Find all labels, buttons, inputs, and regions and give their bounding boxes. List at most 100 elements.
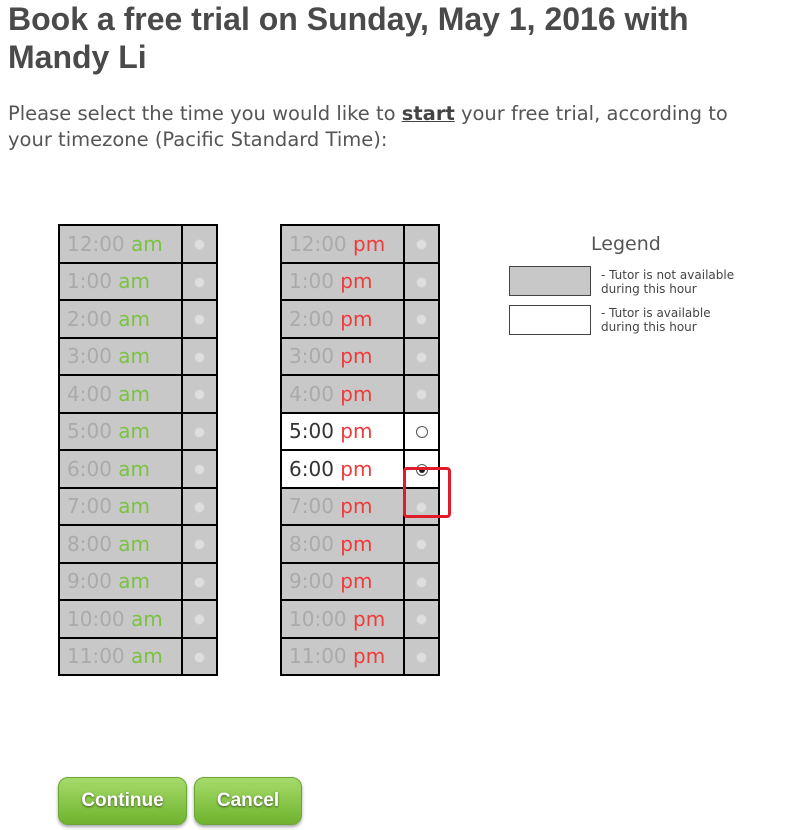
- continue-button[interactable]: Continue: [58, 777, 187, 825]
- meridiem-label: am: [131, 606, 163, 631]
- time-value: 12:00: [289, 231, 347, 256]
- radio-button: [194, 314, 205, 326]
- time-slot-radio-cell: [403, 224, 440, 264]
- legend-text-available: - Tutor is available during this hour: [601, 306, 761, 334]
- radio-button: [194, 351, 205, 363]
- meridiem-label: pm: [340, 269, 373, 294]
- time-value: 9:00: [289, 569, 334, 594]
- radio-button: [194, 276, 205, 288]
- time-slot-row: 2:00 pm: [280, 299, 440, 339]
- time-slot-row: 10:00 am: [58, 599, 218, 639]
- time-slot-row: 7:00 am: [58, 486, 218, 526]
- time-slot-radio-cell: [181, 336, 218, 376]
- time-slot-radio-cell: [181, 599, 218, 639]
- time-slot-radio-cell: [403, 411, 440, 451]
- time-value: 7:00: [289, 494, 334, 519]
- radio-button: [194, 389, 205, 401]
- time-value: 6:00: [289, 456, 334, 481]
- time-slot-row: 4:00 pm: [280, 374, 440, 414]
- meridiem-label: am: [118, 344, 151, 369]
- radio-button: [194, 426, 205, 438]
- time-slot-label: 12:00 pm: [280, 224, 405, 264]
- time-slot-radio-cell: [181, 449, 218, 489]
- time-slot-label: 10:00 am: [58, 599, 183, 639]
- time-value: 10:00: [289, 606, 347, 631]
- time-slot-radio-cell: [181, 411, 218, 451]
- instructions-timezone: your timezone (Pacific Standard Time):: [8, 128, 388, 151]
- radio-button: [416, 389, 427, 401]
- time-slot-radio-cell: [403, 524, 440, 564]
- time-value: 5:00: [67, 419, 112, 444]
- meridiem-label: pm: [340, 531, 373, 556]
- time-slot-row: 10:00 pm: [280, 599, 440, 639]
- time-slot-radio-cell: [181, 224, 218, 264]
- selection-highlight: [403, 467, 451, 518]
- radio-button: [194, 239, 205, 251]
- time-value: 5:00: [289, 419, 334, 444]
- legend-not-available-line1: - Tutor is not available: [601, 268, 735, 282]
- time-slot-row: 1:00 am: [58, 261, 218, 301]
- meridiem-label: am: [118, 456, 151, 481]
- legend-swatch-available: [509, 305, 591, 335]
- time-slot-label: 11:00 am: [58, 636, 183, 676]
- pm-slots-table: 12:00 pm 1:00 pm 2:00 pm 3:00 pm 4:00 pm 5:00…: [280, 224, 440, 676]
- radio-button: [416, 314, 427, 326]
- time-value: 1:00: [289, 269, 334, 294]
- meridiem-label: am: [118, 381, 151, 406]
- time-slot-radio-cell: [403, 261, 440, 301]
- radio-button: [194, 576, 205, 588]
- meridiem-label: pm: [353, 644, 386, 669]
- time-value: 4:00: [289, 381, 334, 406]
- time-slot-label: 1:00 pm: [280, 261, 405, 301]
- time-slot-radio-cell: [403, 561, 440, 601]
- instructions: Please select the time you would like to…: [8, 101, 793, 153]
- time-slot-row: 1:00 pm: [280, 261, 440, 301]
- time-value: 8:00: [289, 531, 334, 556]
- meridiem-label: am: [118, 569, 151, 594]
- time-slot-row: 9:00 pm: [280, 561, 440, 601]
- time-slot-row: 3:00 am: [58, 336, 218, 376]
- time-slot-label: 2:00 am: [58, 299, 183, 339]
- time-slot-row: 12:00 am: [58, 224, 218, 264]
- time-slot-radio-cell: [403, 486, 440, 526]
- instructions-emphasis: start: [401, 102, 455, 125]
- meridiem-label: am: [118, 269, 151, 294]
- time-slot-radio-cell: [181, 486, 218, 526]
- radio-button: [416, 614, 427, 626]
- time-value: 3:00: [289, 344, 334, 369]
- radio-button: [416, 651, 427, 663]
- time-slot-radio-cell: [181, 299, 218, 339]
- time-slot-label: 7:00 am: [58, 486, 183, 526]
- legend-title: Legend: [591, 233, 661, 255]
- am-slots-table: 12:00 am 1:00 am 2:00 am 3:00 am 4:00 am 5:00…: [58, 224, 218, 676]
- time-slot-label: 4:00 am: [58, 374, 183, 414]
- time-value: 2:00: [289, 306, 334, 331]
- legend-available-line2: during this hour: [601, 320, 697, 334]
- time-slot-row: 7:00 pm: [280, 486, 440, 526]
- time-slot-label: 9:00 pm: [280, 561, 405, 601]
- radio-button: [194, 501, 205, 513]
- meridiem-label: am: [118, 494, 151, 519]
- legend-available-line1: - Tutor is available: [601, 306, 711, 320]
- time-value: 6:00: [67, 456, 112, 481]
- time-slot-label: 3:00 am: [58, 336, 183, 376]
- time-value: 12:00: [67, 231, 125, 256]
- radio-button: [416, 576, 427, 588]
- meridiem-label: pm: [340, 381, 373, 406]
- time-slot-label: 6:00 pm: [280, 449, 405, 489]
- instructions-text: Please select the time you would like to: [8, 102, 402, 125]
- meridiem-label: am: [131, 231, 163, 256]
- time-slot-label: 5:00 pm: [280, 411, 405, 451]
- time-slot-row[interactable]: 5:00 pm: [280, 411, 440, 451]
- time-value: 2:00: [67, 306, 112, 331]
- cancel-button[interactable]: Cancel: [194, 777, 302, 825]
- radio-button: [194, 651, 205, 663]
- radio-button[interactable]: [415, 426, 428, 439]
- time-slot-row: 2:00 am: [58, 299, 218, 339]
- time-value: 11:00: [289, 644, 347, 669]
- time-slot-row: 12:00 pm: [280, 224, 440, 264]
- legend-swatch-not-available: [509, 266, 591, 296]
- meridiem-label: pm: [340, 344, 373, 369]
- time-slot-label: 11:00 pm: [280, 636, 405, 676]
- time-slot-row: 11:00 pm: [280, 636, 440, 676]
